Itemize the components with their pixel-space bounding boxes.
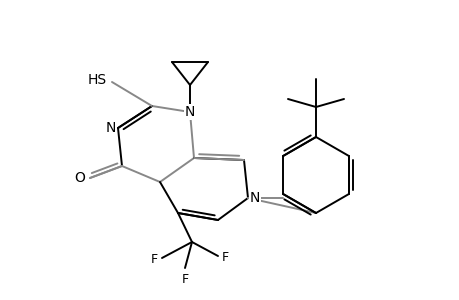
Text: O: O <box>74 171 85 185</box>
Text: N: N <box>106 121 116 135</box>
Text: F: F <box>222 251 229 265</box>
Text: N: N <box>185 105 195 119</box>
Text: N: N <box>249 191 260 205</box>
Text: F: F <box>181 273 188 286</box>
Text: F: F <box>151 254 157 266</box>
Text: HS: HS <box>88 73 107 87</box>
